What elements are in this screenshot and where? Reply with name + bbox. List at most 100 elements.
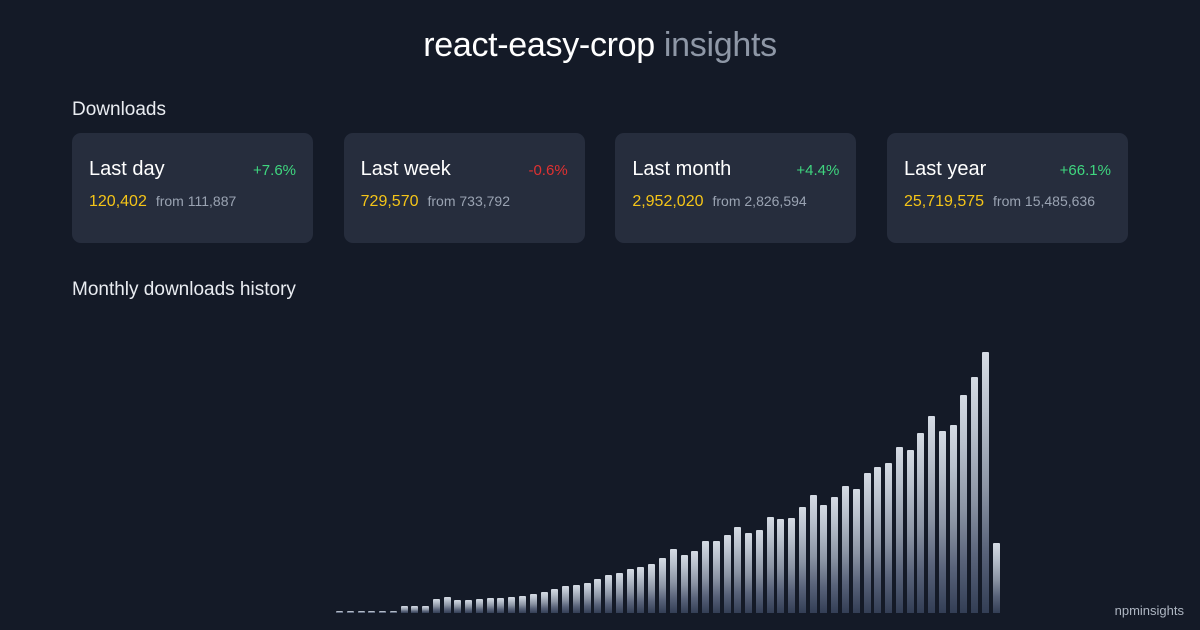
- chart-bar: [389, 611, 397, 613]
- chart-bar: [432, 599, 440, 613]
- stat-card-delta: +4.4%: [796, 162, 840, 179]
- stat-card-body: 120,402 from 111,887: [89, 193, 296, 211]
- chart-bar: [734, 527, 742, 613]
- chart-bar: [960, 395, 968, 613]
- chart-bar: [809, 495, 817, 613]
- chart-bar: [669, 549, 677, 613]
- chart-bar: [702, 541, 710, 613]
- chart-bar: [572, 585, 580, 613]
- chart-bar: [336, 611, 343, 613]
- chart-bar: [497, 598, 505, 613]
- chart-bar: [583, 583, 591, 613]
- chart-bar: [605, 575, 613, 613]
- chart-bar: [981, 352, 989, 613]
- stat-card-previous: from 111,887: [155, 193, 237, 209]
- chart-bar: [938, 431, 946, 613]
- chart-bar: [594, 579, 602, 613]
- stat-card-last-week[interactable]: Last week -0.6% 729,570 from 733,792: [343, 133, 585, 243]
- chart-bar: [863, 473, 871, 613]
- stat-card-header: Last month +4.4%: [632, 157, 839, 181]
- chart-bar: [540, 592, 548, 613]
- chart-bar: [820, 505, 828, 613]
- stat-card-value: 120,402: [89, 193, 147, 210]
- page-title: react-easy-crop insights: [0, 26, 1200, 65]
- chart-bar: [874, 467, 882, 613]
- chart-bar: [400, 606, 408, 613]
- stat-card-header: Last year +66.1%: [904, 157, 1111, 181]
- chart-bar: [551, 589, 559, 613]
- stat-card-header: Last week -0.6%: [361, 157, 568, 181]
- stat-card-body: 729,570 from 733,792: [361, 193, 568, 211]
- chart-bar: [777, 519, 785, 613]
- chart-bar: [475, 599, 483, 613]
- chart-bar: [443, 597, 451, 613]
- chart-bar: [454, 600, 462, 613]
- chart-bar: [798, 507, 806, 613]
- stat-card-last-year[interactable]: Last year +66.1% 25,719,575 from 15,485,…: [886, 133, 1128, 243]
- chart-bar: [917, 433, 925, 613]
- chart-bar: [906, 450, 914, 613]
- chart-bar: [755, 530, 763, 613]
- stat-card-delta: +7.6%: [253, 162, 296, 179]
- chart-bar: [841, 486, 849, 613]
- chart-bar: [971, 377, 979, 613]
- package-name: react-easy-crop: [423, 26, 655, 64]
- chart-bar: [529, 594, 537, 613]
- chart-bar: [895, 447, 903, 613]
- chart-bar: [831, 497, 839, 613]
- stat-card-label: Last week: [360, 158, 451, 180]
- chart-bar: [723, 535, 731, 613]
- stat-card-body: 2,952,020 from 2,826,594: [632, 193, 839, 211]
- stat-card-value: 25,719,575: [903, 193, 985, 210]
- chart-bar: [745, 533, 753, 613]
- chart-bar: [357, 611, 365, 613]
- chart-bar: [992, 543, 1000, 613]
- chart-bar: [411, 606, 419, 613]
- history-section-heading: Monthly downloads history: [72, 279, 296, 300]
- chart-bar: [346, 611, 354, 613]
- chart-bar: [562, 586, 570, 613]
- stat-card-previous: from 15,485,636: [993, 193, 1096, 209]
- stat-card-label: Last day: [89, 158, 165, 180]
- chart-bar: [465, 600, 473, 613]
- chart-bar: [885, 463, 893, 613]
- chart-bar: [766, 517, 774, 613]
- stat-card-body: 25,719,575 from 15,485,636: [904, 193, 1111, 211]
- stat-card-last-month[interactable]: Last month +4.4% 2,952,020 from 2,826,59…: [615, 133, 857, 243]
- footer-brand: npminsights: [1114, 603, 1184, 618]
- chart-bar: [615, 573, 623, 613]
- chart-bar: [508, 597, 516, 613]
- stat-card-header: Last day +7.6%: [89, 157, 296, 181]
- stat-card-delta: -0.6%: [528, 162, 568, 179]
- stat-card-delta: +66.1%: [1059, 162, 1111, 179]
- stat-card-previous: from 2,826,594: [712, 193, 807, 209]
- monthly-downloads-bar-chart: [336, 351, 1000, 613]
- chart-bars: [336, 351, 1000, 613]
- stat-card-value: 2,952,020: [632, 193, 704, 210]
- stat-card-value: 729,570: [360, 193, 419, 210]
- chart-bar: [691, 551, 699, 613]
- stat-card-previous: from 733,792: [427, 193, 511, 209]
- chart-bar: [949, 425, 957, 613]
- chart-bar: [928, 416, 936, 613]
- chart-bar: [648, 564, 656, 613]
- chart-bar: [519, 596, 527, 613]
- chart-bar: [658, 558, 666, 613]
- stat-card-label: Last month: [632, 158, 732, 180]
- chart-bar: [368, 611, 376, 613]
- downloads-section-heading: Downloads: [72, 99, 166, 120]
- stat-cards-row: Last day +7.6% 120,402 from 111,887 Last…: [72, 133, 1128, 243]
- chart-bar: [712, 541, 720, 613]
- chart-bar: [379, 611, 387, 613]
- chart-bar: [852, 489, 860, 613]
- chart-bar: [680, 555, 688, 613]
- chart-bar: [422, 606, 430, 613]
- chart-bar: [486, 598, 494, 613]
- title-suffix: insights: [663, 26, 777, 64]
- stat-card-last-day[interactable]: Last day +7.6% 120,402 from 111,887: [72, 133, 313, 243]
- chart-bar: [788, 518, 796, 613]
- stat-card-label: Last year: [903, 158, 987, 180]
- chart-bar: [626, 569, 634, 613]
- chart-bar: [637, 567, 645, 613]
